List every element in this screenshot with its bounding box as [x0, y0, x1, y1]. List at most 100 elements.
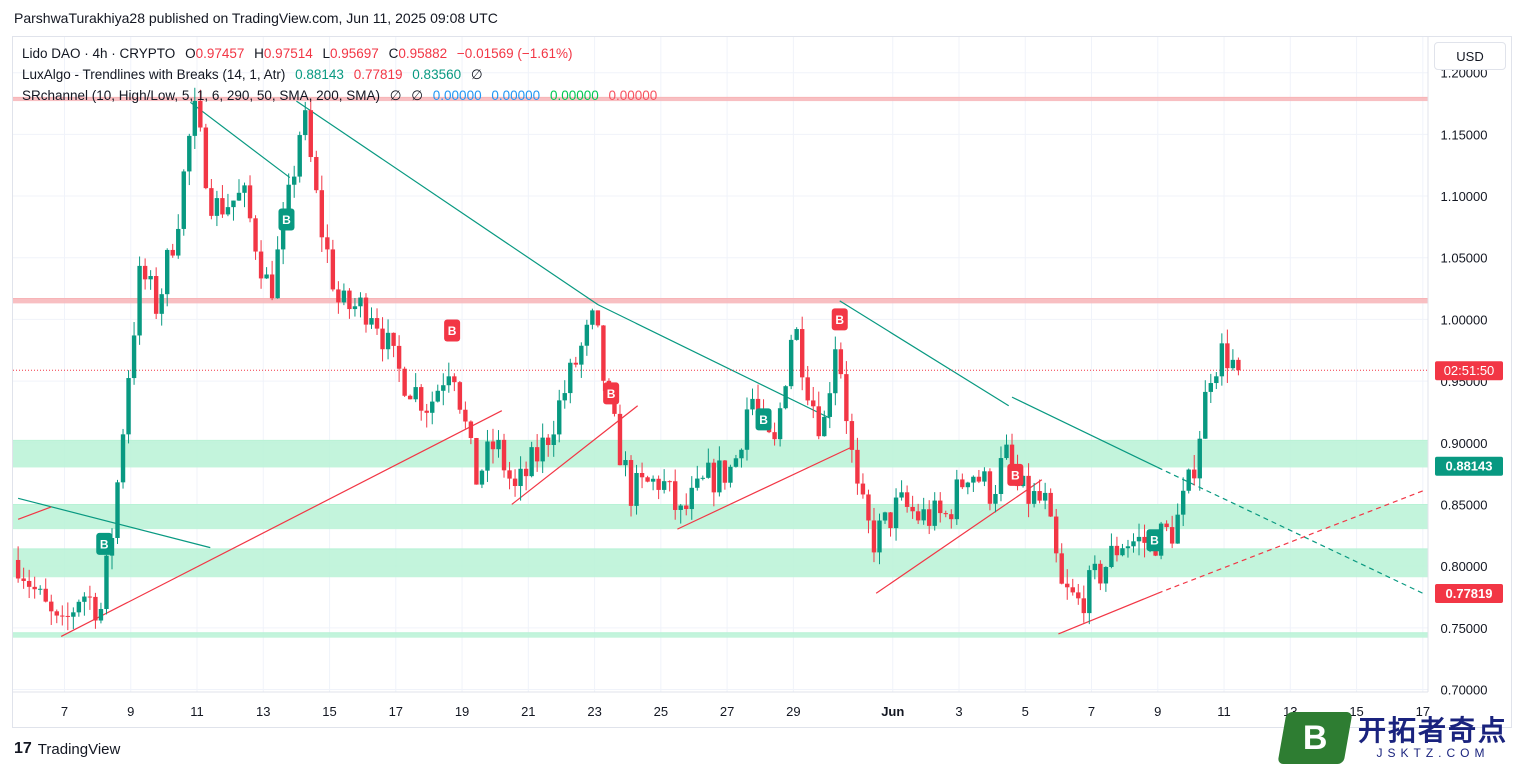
candle-body: [15, 559, 21, 579]
trendline: [60, 410, 503, 637]
candle-body: [612, 395, 617, 414]
candle-body: [446, 376, 452, 386]
high-value: 0.97514: [263, 46, 313, 61]
candle-body: [755, 398, 761, 410]
candle-body: [264, 274, 269, 279]
low-label: L: [322, 46, 331, 61]
price-tick-label: 0.75000: [1441, 621, 1488, 636]
candle-body: [76, 601, 82, 613]
candle-body: [617, 413, 623, 466]
candle-body: [1236, 359, 1241, 371]
candle-body: [1081, 598, 1086, 614]
candle-body: [783, 386, 788, 409]
legend-srchannel[interactable]: SRchannel (10, High/Low, 5, 1, 6, 290, 5…: [22, 88, 663, 104]
candle-body: [788, 339, 794, 387]
sr-value-4: 0.00000: [608, 88, 658, 103]
time-tick-label: 23: [587, 704, 601, 719]
candle-body: [706, 462, 711, 478]
candle-body: [1070, 587, 1075, 593]
trendlines: [13, 100, 1428, 637]
candle-body: [280, 214, 286, 250]
candle-body: [131, 335, 137, 379]
candle-body: [811, 400, 816, 407]
time-tick-label: 5: [1022, 704, 1029, 719]
time-tick-label: 9: [127, 704, 134, 719]
candle-body: [1164, 523, 1169, 528]
candle-body: [192, 100, 198, 136]
currency-button[interactable]: USD: [1434, 42, 1506, 70]
candle-body: [534, 447, 540, 462]
legend-ohlc: Lido DAO · 4h · CRYPTO O0.97457 H0.97514…: [22, 46, 579, 61]
signal-badge: [1007, 463, 1024, 486]
candle-body: [203, 127, 209, 189]
candle-body: [21, 578, 26, 581]
lux-value-2: 0.77819: [353, 67, 403, 82]
candle-body: [971, 476, 976, 483]
candle-body: [573, 362, 579, 365]
candle-body: [1169, 527, 1175, 544]
trendline: [677, 445, 854, 530]
candle-body: [684, 505, 689, 510]
price-tick-label: 1.00000: [1441, 312, 1488, 327]
candle-body: [1180, 490, 1186, 515]
candle-body: [595, 310, 601, 326]
candle-body: [1076, 592, 1081, 599]
candle-body: [998, 458, 1004, 494]
candle-body: [463, 409, 468, 422]
candle-body: [258, 251, 264, 279]
candle-body: [424, 410, 429, 413]
change-value: −0.01569 (−1.61%): [456, 46, 573, 61]
sr-name: SRchannel (10, High/Low, 5, 1, 6, 290, 5…: [22, 88, 380, 103]
candle-body: [523, 468, 529, 477]
signal-badge: [831, 308, 848, 331]
candle-body: [165, 249, 170, 295]
candle-body: [921, 509, 926, 521]
legend-luxalgo[interactable]: LuxAlgo - Trendlines with Breaks (14, 1,…: [22, 67, 489, 83]
sr-zone: [13, 97, 1428, 102]
price-tick-label: 0.70000: [1441, 683, 1488, 698]
time-tick-label: 27: [720, 704, 734, 719]
tradingview-logo[interactable]: 17 TradingView: [14, 740, 120, 758]
candle-body: [452, 376, 457, 383]
signal-label: B: [835, 313, 844, 327]
trendline: [839, 300, 1010, 407]
candle-body: [159, 294, 164, 314]
candle-body: [695, 478, 700, 488]
candle-body: [601, 325, 606, 381]
candle-body: [1109, 545, 1114, 567]
candle-body: [26, 580, 32, 587]
candle-body: [170, 249, 175, 256]
watermark-cn: 开拓者奇点: [1358, 715, 1509, 746]
candle-body: [904, 492, 910, 507]
candle-body: [347, 290, 352, 310]
candle-body: [639, 472, 645, 478]
trendline: [190, 101, 291, 179]
candle-body: [1048, 492, 1053, 517]
candle-body: [181, 171, 186, 229]
candle-body: [507, 470, 512, 479]
candle-body: [60, 615, 65, 617]
candle-body: [43, 588, 48, 602]
candle-body: [236, 192, 242, 201]
candle-body: [722, 460, 728, 483]
time-tick-label: 21: [521, 704, 535, 719]
candle-body: [120, 434, 126, 483]
candle-body: [512, 478, 518, 487]
trendline: [17, 497, 211, 549]
candle-body: [1031, 491, 1037, 504]
candle-body: [938, 500, 943, 514]
signal-label: B: [282, 213, 291, 227]
candle-body: [750, 398, 755, 410]
time-tick-label: 13: [256, 704, 270, 719]
legend-symbol: Lido DAO · 4h · CRYPTO: [22, 46, 176, 61]
price-badge-label: 0.77819: [1446, 586, 1493, 601]
candle-body: [926, 509, 932, 526]
price-tick-label: 1.10000: [1441, 189, 1488, 204]
candle-body: [336, 289, 341, 303]
candle-body: [1203, 391, 1208, 439]
candle-body: [308, 110, 313, 158]
watermark-url: JSKTZ.COM: [1376, 745, 1490, 760]
candle-body: [363, 297, 369, 325]
candle-body: [866, 494, 871, 521]
